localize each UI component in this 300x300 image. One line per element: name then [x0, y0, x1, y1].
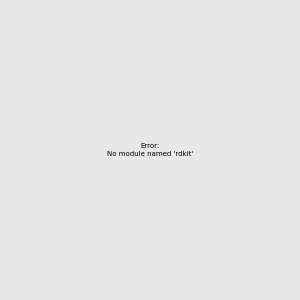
- Text: Error:
No module named 'rdkit': Error: No module named 'rdkit': [107, 143, 193, 157]
